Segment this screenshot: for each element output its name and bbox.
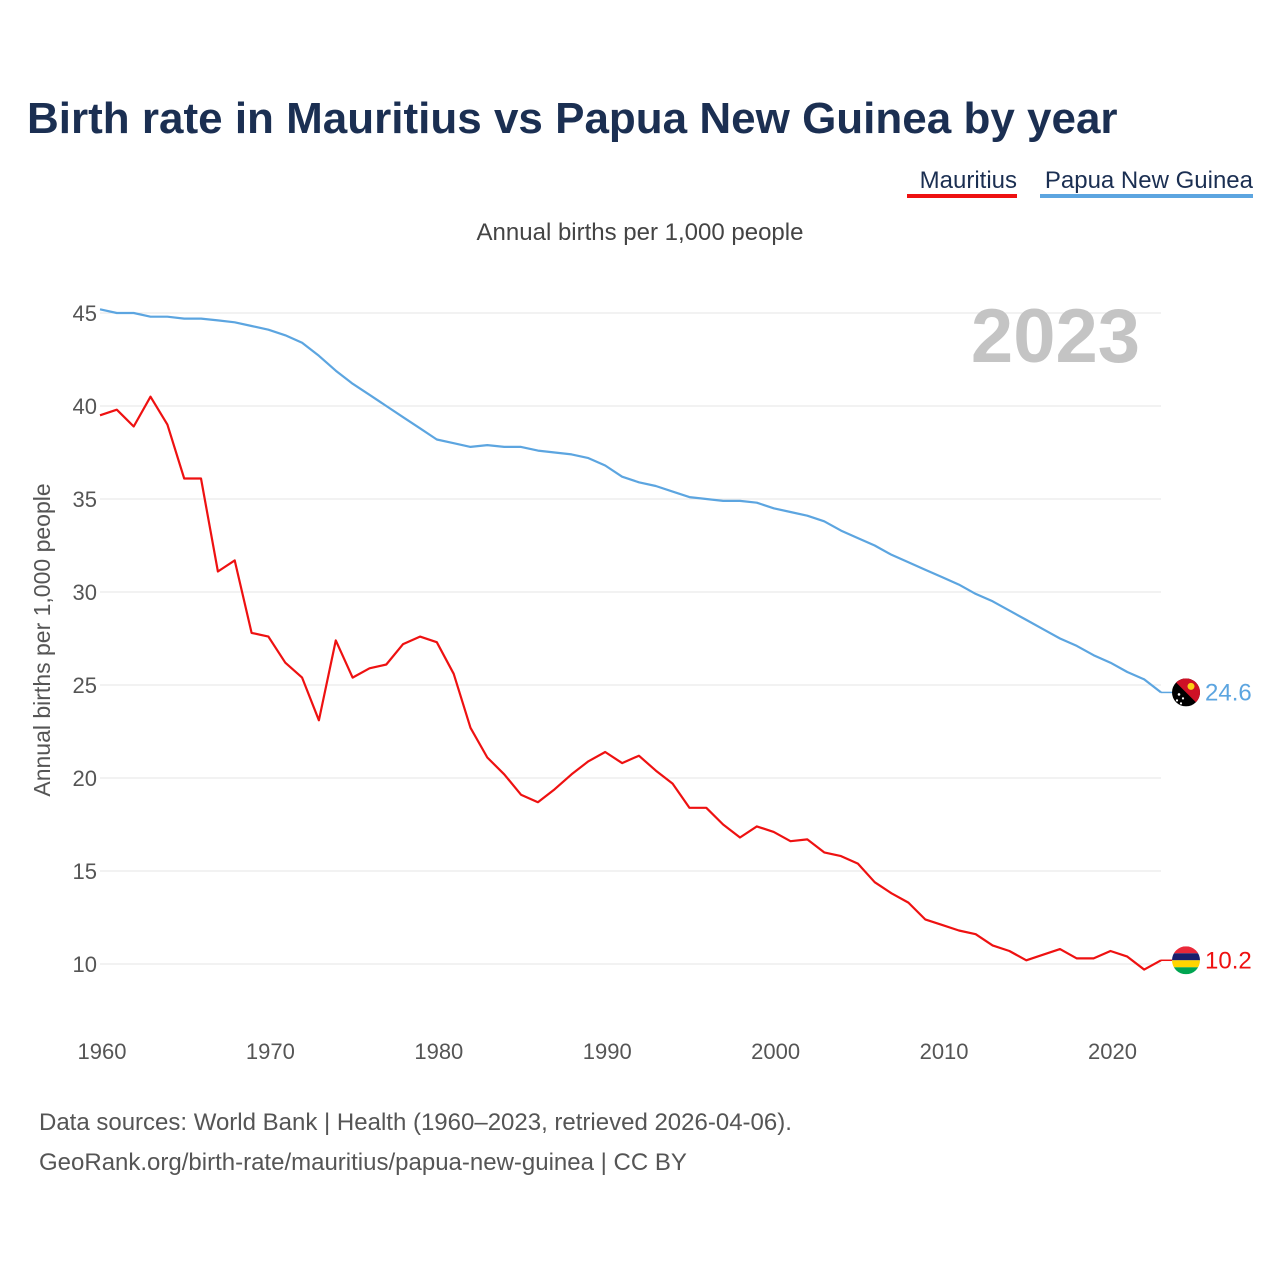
chart-subtitle: Annual births per 1,000 people: [477, 219, 804, 246]
data-source: Data sources: World Bank | Health (1960–…: [39, 1109, 792, 1136]
x-tick-label: 1970: [246, 1039, 295, 1064]
y-tick-label: 25: [73, 673, 97, 698]
x-axis-ticks: 1960 1970 1980 1990 2000 2010 2020: [78, 1039, 1137, 1064]
x-tick-label: 2010: [920, 1039, 969, 1064]
x-tick-label: 1960: [78, 1039, 127, 1064]
end-markers: 24.6 10.2: [1161, 678, 1252, 975]
grid: [100, 312, 1161, 965]
x-tick-label: 2020: [1088, 1039, 1137, 1064]
x-tick-label: 2000: [751, 1039, 800, 1064]
y-tick-label: 10: [73, 952, 97, 977]
x-tick-label: 1980: [414, 1039, 463, 1064]
mauritius-flag-icon: [1172, 946, 1200, 975]
chart-title: Birth rate in Mauritius vs Papua New Gui…: [27, 94, 1118, 143]
y-tick-label: 30: [73, 580, 97, 605]
y-axis-label: Annual births per 1,000 people: [29, 483, 55, 796]
papua-new-guinea-flag-icon: [1172, 678, 1200, 707]
legend-item-papua-new-guinea[interactable]: Papua New Guinea: [1045, 167, 1254, 194]
legend-item-mauritius[interactable]: Mauritius: [920, 167, 1017, 194]
series-lines: [99, 308, 1162, 971]
series-line-papua-new-guinea[interactable]: [99, 308, 1162, 694]
y-axis-ticks: 10 15 20 25 30 35 40 45: [73, 301, 97, 977]
x-tick-label: 1990: [583, 1039, 632, 1064]
year-watermark: 2023: [971, 294, 1140, 379]
legend-swatch-mauritius: [907, 194, 1017, 198]
series-line-mauritius[interactable]: [99, 395, 1162, 971]
y-tick-label: 15: [73, 859, 97, 884]
source-url[interactable]: GeoRank.org/birth-rate/mauritius/papua-n…: [39, 1149, 687, 1176]
legend-swatch-papua-new-guinea: [1040, 194, 1253, 198]
papua-new-guinea-end-value: 24.6: [1205, 679, 1252, 706]
y-tick-label: 35: [73, 487, 97, 512]
y-tick-label: 45: [73, 301, 97, 326]
mauritius-end-value: 10.2: [1205, 947, 1252, 974]
legend: Mauritius Papua New Guinea: [907, 167, 1254, 198]
y-tick-label: 40: [73, 394, 97, 419]
y-tick-label: 20: [73, 766, 97, 791]
